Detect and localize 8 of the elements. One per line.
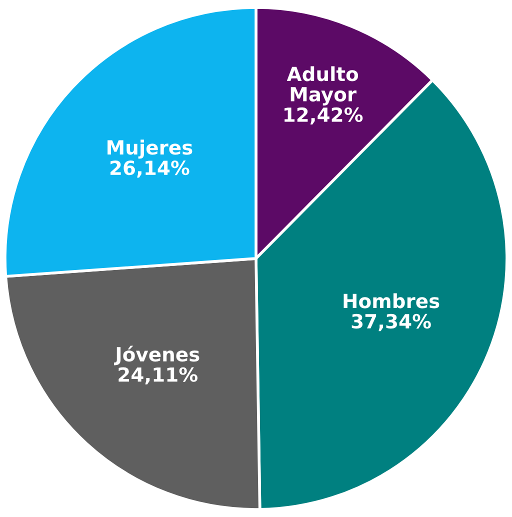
slice-label: Jóvenes bbox=[114, 346, 200, 366]
data-label: 12,42% bbox=[284, 107, 363, 125]
slice-label: Hombres bbox=[344, 293, 440, 308]
slice-label: Adulto Mayor bbox=[286, 66, 358, 106]
data-label: 26,14% bbox=[110, 160, 190, 178]
slice-label: Mujeres bbox=[108, 140, 192, 159]
data-label: 24,11% bbox=[118, 367, 198, 384]
data-label: 37,34% bbox=[352, 314, 431, 332]
